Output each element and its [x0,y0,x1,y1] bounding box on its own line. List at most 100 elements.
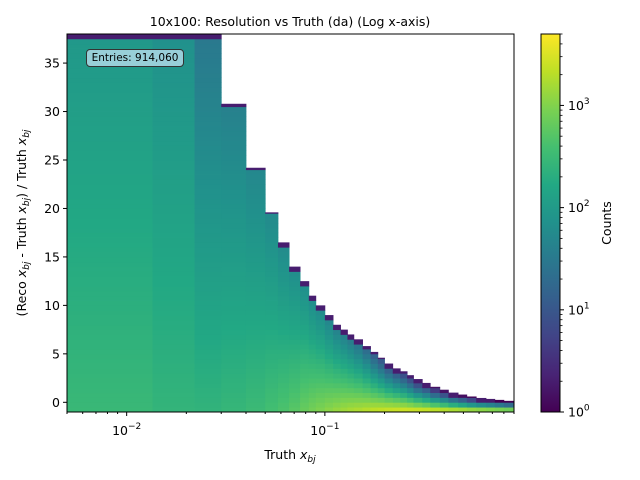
heatmap-cell [265,353,279,360]
heatmap-cell [245,193,266,200]
heatmap-cell [400,397,408,403]
heatmap-cell [277,271,290,277]
heatmap-cell [377,357,385,360]
heatmap-cell [194,310,222,316]
heatmap-cell [152,193,195,200]
heatmap-cell [362,373,371,379]
heatmap-cell [221,368,247,374]
heatmap-cell [194,353,222,360]
heatmap-cell [289,344,301,350]
heatmap-cell [221,378,247,384]
heatmap-cell [245,329,266,335]
heatmap-cell [245,261,266,268]
heatmap-cell [289,310,301,316]
heatmap-cell [245,167,266,171]
heatmap-cell [265,218,279,224]
heatmap-cell [152,218,195,224]
heatmap-cell [67,126,153,132]
heatmap-cell [289,402,301,408]
heatmap-cell [245,407,266,412]
heatmap-cell [152,310,195,316]
heatmap-cell [466,402,477,408]
heatmap-cell [347,397,355,403]
heatmap-cell [315,305,326,311]
heatmap-cell [67,286,153,292]
heatmap-cell [265,247,279,253]
heatmap-cell [315,334,326,340]
heatmap-cell [245,392,266,398]
heatmap-cell [194,261,222,268]
y-tick-label: 5 [52,346,60,361]
heatmap-cell [265,227,279,234]
heatmap-cell [67,237,153,243]
heatmap-cell [340,402,348,408]
heatmap-cell [353,339,363,345]
heatmap-cell [67,271,153,277]
heatmap-cell [221,256,247,263]
heatmap-cell [221,193,247,200]
heatmap-cell [422,397,431,403]
heatmap-cell [340,339,348,345]
heatmap-cell [347,358,355,364]
heatmap-cell [324,373,334,379]
heatmap-cell [503,402,514,408]
heatmap-cell [221,310,247,316]
heatmap-cell [221,407,247,412]
heatmap-cell [194,349,222,355]
heatmap-cell [277,397,290,403]
heatmap-cell [324,324,334,331]
heatmap-cell [221,295,247,301]
heatmap-cell [152,353,195,360]
heatmap-cell [194,344,222,350]
heatmap-cell [194,145,222,151]
heatmap-cell [152,82,195,88]
heatmap-cell [194,198,222,205]
heatmap-cell [221,397,247,403]
heatmap-cell [289,271,301,277]
heatmap-cell [400,392,408,398]
heatmap-cell [277,276,290,282]
heatmap-cell [152,402,195,408]
heatmap-cell [152,392,195,398]
heatmap-cell [340,397,348,403]
heatmap-cell [370,373,379,379]
heatmap-cell [277,358,290,364]
heatmap-cell [194,193,222,200]
heatmap-cell [152,315,195,321]
heatmap-cell [324,382,334,389]
heatmap-cell [362,392,371,398]
heatmap-cell [324,339,334,345]
heatmap-cell [413,397,423,403]
heatmap-cell [300,358,310,364]
heatmap-cell [347,368,355,374]
heatmap-cell [67,300,153,306]
heatmap-cell [413,407,423,412]
y-tick-label: 35 [44,56,60,71]
heatmap-cell [289,387,301,394]
heatmap-cell [245,382,266,389]
heatmap-cell [152,232,195,238]
heatmap-cell [413,387,423,394]
heatmap-cell [422,392,431,398]
heatmap-cell [152,43,195,49]
heatmap-cell [308,344,317,350]
heatmap-cell [289,324,301,331]
heatmap-cell [400,378,408,384]
heatmap-cell [315,319,326,326]
heatmap-cell [353,344,363,350]
colorbar-frame [540,33,561,413]
heatmap-cell [152,382,195,389]
heatmap-cell [221,103,247,108]
y-tick-label: 0 [52,395,60,410]
heatmap-cell [152,213,195,219]
heatmap-cell [439,402,449,408]
heatmap-cell [277,305,290,311]
heatmap-cell [407,375,414,379]
heatmap-cell [289,286,301,292]
heatmap-cell [308,315,317,321]
heatmap-cell [458,397,468,403]
heatmap-cell [347,363,355,369]
heatmap-cell [221,329,247,335]
heatmap-cell [67,242,153,248]
heatmap-cell [194,271,222,277]
